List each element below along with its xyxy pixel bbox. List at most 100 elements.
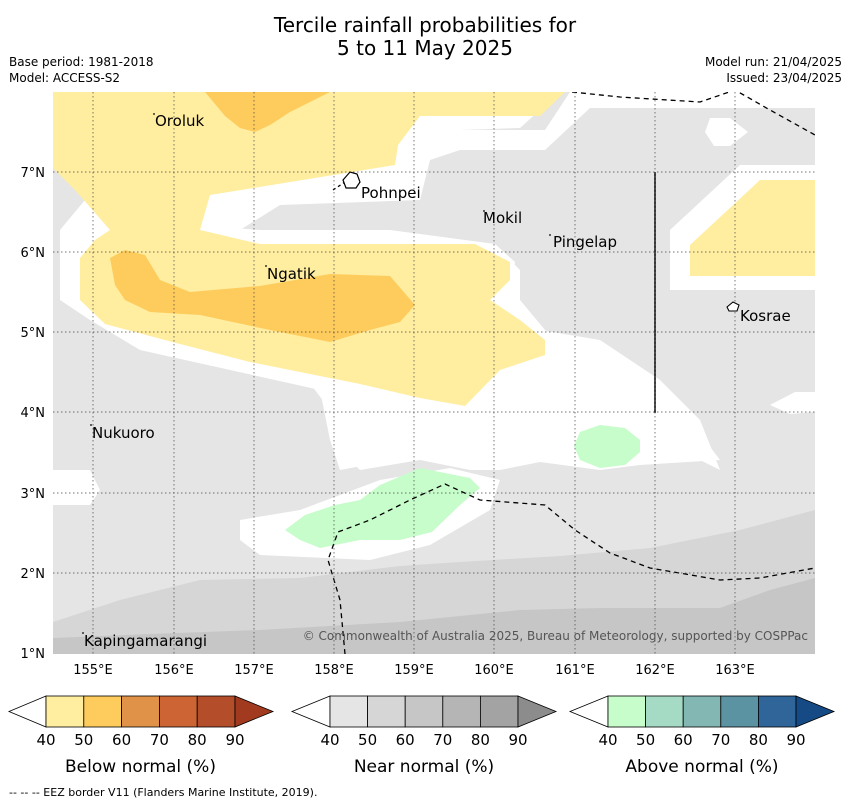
- place-label: Mokil: [483, 209, 522, 227]
- colorbar-min-arrow: [568, 695, 609, 728]
- eez-border-south: [327, 483, 815, 654]
- place-label: Nukuoro: [92, 424, 155, 442]
- colorbar-tick-label: 40: [320, 731, 339, 749]
- colorbar-tick-label: 90: [786, 731, 805, 749]
- colorbar-2: 40 50 60 70 80 90 Near normal (%): [290, 695, 558, 777]
- colorbar-tick-label: 90: [225, 731, 244, 749]
- below-normal-50-region-north: [205, 92, 330, 132]
- colorbar-tick-label: 50: [74, 731, 93, 749]
- colorbars: 40 50 60 70 80 90 Below normal (%) 40 50 60 70 80 90…: [7, 695, 836, 777]
- ngatik-atoll: [265, 265, 267, 267]
- mokil-atoll: [483, 210, 485, 212]
- colorbar-title: Near normal (%): [354, 757, 494, 777]
- colorbar-segment: [367, 695, 406, 728]
- meta-right: Model run: 21/04/2025 Issued: 23/04/2025: [705, 54, 842, 86]
- colorbar-tick-label: 50: [636, 731, 655, 749]
- no-signal-region-west: [53, 470, 100, 505]
- eez-border-pohnpei: [332, 181, 346, 191]
- issued-text: Issued: 23/04/2025: [726, 71, 842, 85]
- lat-tick-label: 6°N: [21, 246, 46, 261]
- colorbar-max-arrow: [795, 695, 836, 728]
- colorbar-tick-label: 70: [150, 731, 169, 749]
- copyright-text: © Commonwealth of Australia 2025, Bureau…: [303, 629, 808, 643]
- colorbar-3: 40 50 60 70 80 90 Above normal (%): [568, 695, 836, 777]
- lat-tick-label: 3°N: [21, 487, 46, 502]
- place-label: Pohnpei: [361, 184, 421, 202]
- colorbar-segment: [45, 695, 85, 728]
- lat-tick-labels: 7°N 6°N 5°N 4°N 3°N 2°N 1°N: [21, 166, 46, 662]
- colorbar-tick-label: 60: [674, 731, 693, 749]
- colorbar-segment: [720, 695, 759, 728]
- colorbar-segment: [442, 695, 481, 728]
- model-text: Model: ACCESS-S2: [9, 71, 121, 85]
- no-signal-patch-e: [770, 392, 815, 414]
- page-title: Tercile rainfall probabilities for 5 to …: [0, 14, 850, 60]
- kapingamarangi-atoll: [82, 632, 84, 634]
- colorbar-segment: [404, 695, 444, 728]
- gridlines: [53, 92, 815, 654]
- lat-tick-label: 4°N: [21, 406, 46, 421]
- colorbar-max-arrow: [234, 695, 275, 728]
- colorbar-tick-label: 60: [396, 731, 415, 749]
- lon-tick-label: 159°E: [394, 663, 434, 678]
- lon-tick-label: 160°E: [474, 663, 514, 678]
- colorbar-segment: [83, 695, 123, 728]
- oroluk-atoll: [153, 113, 155, 115]
- lon-tick-label: 155°E: [73, 663, 113, 678]
- place-label: Ngatik: [267, 265, 316, 283]
- colorbar-segment: [645, 695, 684, 728]
- nukuoro-atoll: [90, 424, 92, 426]
- lat-tick-label: 2°N: [21, 567, 46, 582]
- place-label: Oroluk: [155, 112, 204, 130]
- below-normal-50-region: [110, 250, 415, 342]
- lon-tick-label: 158°E: [314, 663, 354, 678]
- map-plot-area: Oroluk Pohnpei Mokil Pingelap Ngatik Kos…: [53, 92, 815, 654]
- colorbar-tick-label: 60: [112, 731, 131, 749]
- colorbar-tick-label: 50: [358, 731, 377, 749]
- lon-tick-labels: 155°E 156°E 157°E 158°E 159°E 160°E 161°…: [73, 663, 755, 678]
- colorbar-tick-label: 80: [749, 731, 768, 749]
- colorbar-tick-label: 40: [36, 731, 55, 749]
- kosrae-island: [726, 301, 740, 312]
- colorbar-tick-label: 40: [598, 731, 617, 749]
- place-label: Pingelap: [553, 233, 617, 251]
- colorbar-min-arrow: [290, 695, 331, 728]
- colorbar-1: 40 50 60 70 80 90 Below normal (%): [7, 695, 275, 777]
- colorbar-tick-label: 80: [188, 731, 207, 749]
- colorbar-segment: [607, 695, 646, 728]
- colorbar-segment: [682, 695, 722, 728]
- colorbar-segment: [329, 695, 368, 728]
- colorbar-segment: [758, 695, 797, 728]
- title-line-1: Tercile rainfall probabilities for: [273, 13, 577, 37]
- colorbar-tick-label: 70: [433, 731, 452, 749]
- lon-tick-label: 156°E: [154, 663, 194, 678]
- near-normal-60-region: [53, 578, 815, 654]
- colorbar-segment: [121, 695, 160, 728]
- colorbar-tick-label: 90: [508, 731, 527, 749]
- above-normal-40-region-east: [574, 425, 640, 468]
- eez-footnote: -- -- -- EEZ border V11 (Flanders Marine…: [9, 786, 318, 799]
- place-label: Kapingamarangi: [84, 632, 207, 650]
- pingelap-atoll: [549, 234, 551, 236]
- colorbar-segment: [479, 695, 519, 728]
- lat-tick-label: 7°N: [21, 166, 46, 181]
- colorbar-title: Below normal (%): [65, 757, 216, 777]
- lon-tick-label: 161°E: [555, 663, 595, 678]
- lon-tick-label: 157°E: [234, 663, 274, 678]
- pohnpei-island: [342, 171, 361, 189]
- lat-tick-label: 5°N: [21, 326, 46, 341]
- title-line-2: 5 to 11 May 2025: [337, 36, 513, 60]
- lon-tick-label: 163°E: [715, 663, 755, 678]
- place-label: Kosrae: [740, 307, 791, 325]
- no-signal-patch-ne: [705, 118, 748, 146]
- meta-left: Base period: 1981-2018 Model: ACCESS-S2: [9, 54, 154, 86]
- colorbar-segment: [196, 695, 236, 728]
- lon-tick-label: 162°E: [635, 663, 675, 678]
- base-period-text: Base period: 1981-2018: [9, 55, 154, 69]
- colorbar-segment: [158, 695, 198, 728]
- lat-tick-label: 1°N: [21, 647, 46, 662]
- colorbar-max-arrow: [517, 695, 558, 728]
- colorbar-title: Above normal (%): [625, 757, 778, 777]
- model-run-text: Model run: 21/04/2025: [704, 55, 842, 69]
